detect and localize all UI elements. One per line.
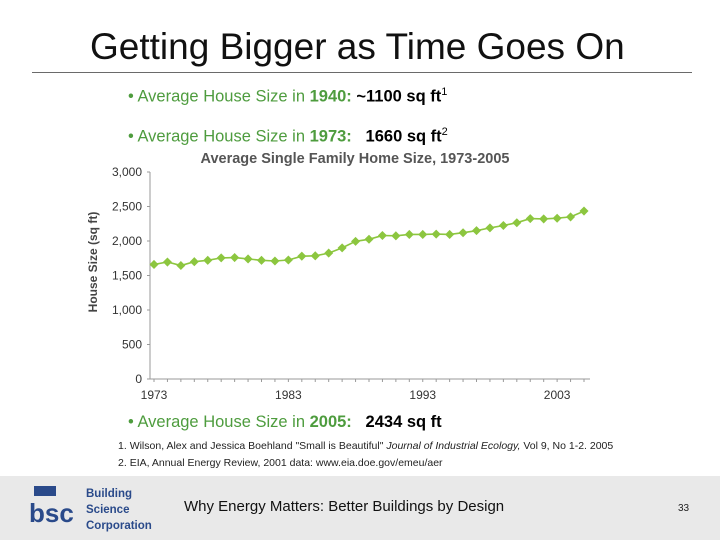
reference-text: Wilson, Alex and Jessica Boehland "Small… <box>129 440 384 452</box>
slide-title: Getting Bigger as Time Goes On <box>90 26 625 67</box>
y-tick-label: 3,000 <box>112 165 142 179</box>
bullet-2005: • Average House Size in 2005: 2434 sq ft <box>128 413 442 431</box>
x-axis-ticks: 1973 1983 1993 2003 <box>141 379 585 402</box>
data-point <box>176 260 186 271</box>
data-point <box>552 213 562 223</box>
y-axis-label: House Size (sq ft) <box>86 212 100 313</box>
data-point <box>270 256 280 266</box>
reference-number: 1. <box>118 440 127 452</box>
x-tick-label: 2003 <box>544 388 571 402</box>
data-point <box>445 229 455 239</box>
data-point <box>471 226 482 236</box>
bullet-1940: • Average House Size in 1940: ~1100 sq f… <box>128 86 448 106</box>
bullet-1973: • Average House Size in 1973: 1660 sq ft… <box>128 126 448 146</box>
reference-journal: Journal of Industrial Ecology, <box>386 440 521 452</box>
bullet-year: 2005: <box>309 413 352 431</box>
data-point <box>162 257 172 267</box>
data-point <box>512 218 522 228</box>
data-point <box>189 257 199 267</box>
reference-1: 1. Wilson, Alex and Jessica Boehland "Sm… <box>118 440 613 452</box>
reference-number: 2. <box>118 457 127 469</box>
logo-block <box>34 486 56 496</box>
y-tick-label: 1,000 <box>112 303 142 317</box>
bullet-prefix: Average House Size in <box>137 87 310 106</box>
footer-text: Why Energy Matters: Better Buildings by … <box>184 498 505 515</box>
y-axis-ticks: 0 500 1,000 1,500 2,000 2,500 3,000 <box>112 165 150 386</box>
data-point <box>337 243 347 253</box>
data-point <box>230 253 240 263</box>
data-point <box>297 251 307 261</box>
y-tick-label: 2,500 <box>112 200 142 214</box>
data-point <box>243 254 253 264</box>
data-point <box>203 255 213 265</box>
bsc-logo: bsc Building Science Corporation <box>29 486 152 532</box>
y-tick-label: 1,500 <box>112 269 142 283</box>
bullet-prefix: Average House Size in <box>137 413 310 431</box>
data-point <box>377 230 387 241</box>
data-point <box>310 251 320 261</box>
data-point <box>539 214 549 224</box>
data-point <box>498 220 508 231</box>
bullet-footnote: 2 <box>441 126 448 138</box>
bullet-prefix: Average House Size in <box>137 127 310 146</box>
data-point <box>431 229 441 239</box>
page-number: 33 <box>678 503 690 514</box>
x-tick-label: 1983 <box>275 388 302 402</box>
data-point <box>351 236 361 246</box>
data-point <box>485 223 495 233</box>
data-point <box>283 255 293 265</box>
x-tick-label: 1993 <box>409 388 436 402</box>
logo-line-2: Science <box>86 504 129 516</box>
reference-text: EIA, Annual Energy Review, 2001 data: ww… <box>129 457 443 469</box>
title-divider <box>32 72 692 73</box>
data-point <box>458 228 468 238</box>
bullet-value: 2434 sq ft <box>351 413 442 431</box>
logo-line-1: Building <box>86 488 132 500</box>
logo-mark: bsc <box>29 498 74 528</box>
chart-title: Average Single Family Home Size, 1973-20… <box>201 151 510 167</box>
data-point <box>525 214 535 224</box>
y-tick-label: 500 <box>122 338 142 352</box>
data-point <box>256 255 267 265</box>
bullet-year: 1940: <box>309 87 352 106</box>
bullet-footnote: 1 <box>441 86 448 98</box>
data-point <box>324 248 334 258</box>
data-point <box>566 212 576 222</box>
data-point <box>364 234 374 244</box>
data-point <box>404 229 414 239</box>
footer-bar: bsc Building Science Corporation Why Ene… <box>0 476 720 540</box>
y-tick-label: 0 <box>135 372 142 386</box>
house-size-chart: Average Single Family Home Size, 1973-20… <box>86 151 590 402</box>
reference-2: 2. EIA, Annual Energy Review, 2001 data:… <box>118 457 443 469</box>
reference-rest: Vol 9, No 1-2. 2005 <box>523 440 614 452</box>
x-tick-label: 1973 <box>141 388 168 402</box>
data-point <box>418 229 428 239</box>
bullet-value: ~1100 sq ft <box>351 87 442 106</box>
data-points <box>149 206 589 271</box>
bullet-year: 1973: <box>309 127 352 146</box>
y-tick-label: 2,000 <box>112 234 142 248</box>
data-point <box>216 253 226 263</box>
logo-line-3: Corporation <box>86 520 152 532</box>
data-point <box>149 259 159 269</box>
data-point <box>391 231 401 241</box>
data-point <box>579 206 589 216</box>
bullet-value: 1660 sq ft <box>351 127 442 146</box>
